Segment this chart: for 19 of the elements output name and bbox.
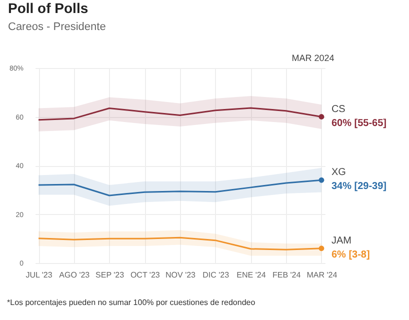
x-tick-label: AGO '23 (59, 270, 90, 280)
x-tick-label: JUL '23 (26, 270, 53, 280)
data-label: 60% [55-65] (331, 118, 386, 129)
data-label: 34% [29-39] (331, 181, 386, 192)
chart-title: Poll of Polls (8, 0, 88, 16)
x-tick-label: OCT '23 (130, 270, 160, 280)
x-tick-label: NOV '23 (166, 270, 196, 280)
data-label: 6% [3-8] (331, 249, 370, 260)
series-label: XG (331, 167, 346, 178)
x-tick-label: FEB '24 (272, 270, 302, 280)
series-label: CS (331, 104, 346, 115)
series-label: JAM (331, 235, 352, 246)
x-tick-label: MAR '24 (306, 270, 338, 280)
x-tick-label: DIC '23 (202, 270, 230, 280)
chart-subtitle: Careos - Presidente (8, 21, 106, 33)
text: MAR 2024 (292, 53, 334, 63)
text: *Los porcentajes pueden no sumar 100% por cuestiones de redondeo (7, 298, 256, 307)
x-tick-label: ENE '24 (236, 270, 266, 280)
x-tick-label: SEP '23 (96, 270, 125, 280)
